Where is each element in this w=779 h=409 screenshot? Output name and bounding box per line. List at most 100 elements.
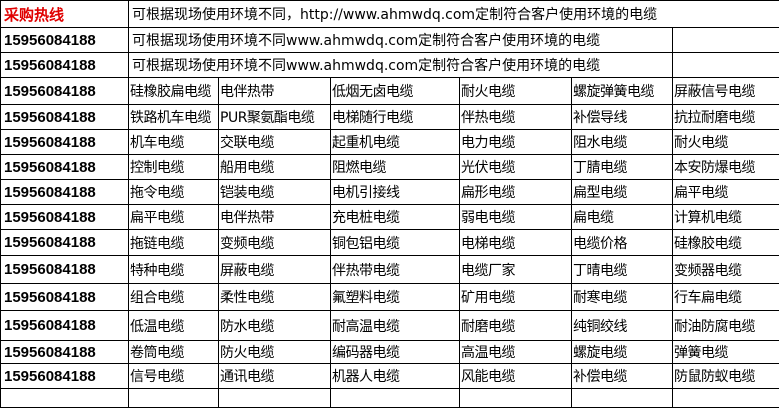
product-cell: 电梯随行电缆 (330, 104, 460, 130)
product-cell: 充电桩电缆 (330, 204, 460, 230)
product-cell: 计算机电缆 (671, 204, 779, 230)
product-cell: 伴热电缆 (459, 104, 572, 130)
product-cell: 弹簧电缆 (671, 340, 779, 364)
product-cell: 纯铜绞线 (571, 310, 673, 341)
empty-cell (0, 388, 129, 408)
table-row: 15956084188 扁平电缆 电伴热带 充电桩电缆 弱电电缆 扁电缆 计算机电缆 (0, 204, 779, 230)
intro-row: 15956084188 可根据现场使用环境不同www.ahmwdq.com定制符… (0, 52, 779, 78)
table-row: 15956084188 组合电缆 柔性电缆 氟塑料电缆 矿用电缆 耐寒电缆 行车扁电缆 (0, 283, 779, 311)
product-cell: 扁型电缆 (571, 179, 673, 205)
product-cell: 卷筒电缆 (128, 340, 219, 364)
product-cell: 丁腈电缆 (571, 154, 673, 180)
phone-number: 15956084188 (0, 52, 129, 78)
phone-number: 15956084188 (0, 310, 129, 341)
product-cell: 电机引接线 (330, 179, 460, 205)
product-cell: 扁形电缆 (459, 179, 572, 205)
phone-number: 15956084188 (0, 77, 129, 105)
product-cell: 高温电缆 (459, 340, 572, 364)
empty-cell (671, 52, 779, 78)
product-cell: 耐高温电缆 (330, 310, 460, 341)
product-cell: 螺旋弹簧电缆 (571, 77, 673, 105)
product-cell: PUR聚氨酯电缆 (218, 104, 331, 130)
product-cell: 抗拉耐磨电缆 (671, 104, 779, 130)
phone-number: 15956084188 (0, 255, 129, 284)
product-cell: 耐寒电缆 (571, 283, 673, 311)
empty-row (0, 388, 779, 408)
empty-cell (330, 388, 460, 408)
product-cell: 弱电电缆 (459, 204, 572, 230)
product-cell: 特种电缆 (128, 255, 219, 284)
phone-number: 15956084188 (0, 204, 129, 230)
table-row: 15956084188 拖令电缆 铠装电缆 电机引接线 扁形电缆 扁型电缆 扁平电缆 (0, 179, 779, 205)
product-cell: 氟塑料电缆 (330, 283, 460, 311)
product-cell: 补偿导线 (571, 104, 673, 130)
product-cell: 扁平电缆 (671, 179, 779, 205)
phone-number: 15956084188 (0, 283, 129, 311)
product-cell: 变频器电缆 (671, 255, 779, 284)
product-cell: 铠装电缆 (218, 179, 331, 205)
product-cell: 交联电缆 (218, 129, 331, 155)
product-cell: 电伴热带 (218, 77, 331, 105)
table-row: 15956084188 硅橡胶扁电缆 电伴热带 低烟无卤电缆 耐火电缆 螺旋弹簧电缆 屏蔽信… (0, 77, 779, 105)
product-cell: 编码器电缆 (330, 340, 460, 364)
product-cell: 电力电缆 (459, 129, 572, 155)
phone-number: 15956084188 (0, 154, 129, 180)
header-row: 采购热线 可根据现场使用环境不同，http://www.ahmwdq.com定制… (0, 0, 779, 28)
product-cell: 铜包铝电缆 (330, 229, 460, 256)
phone-number: 15956084188 (0, 363, 129, 389)
product-cell: 补偿电缆 (571, 363, 673, 389)
product-cell: 屏蔽电缆 (218, 255, 331, 284)
product-cell: 电伴热带 (218, 204, 331, 230)
phone-number: 15956084188 (0, 179, 129, 205)
table-row: 15956084188 控制电缆 船用电缆 阻燃电缆 光伏电缆 丁腈电缆 本安防爆电缆 (0, 154, 779, 180)
product-cell: 耐磨电缆 (459, 310, 572, 341)
product-cell: 耐油防腐电缆 (671, 310, 779, 341)
product-cell: 防水电缆 (218, 310, 331, 341)
product-cell: 拖令电缆 (128, 179, 219, 205)
product-cell: 行车扁电缆 (671, 283, 779, 311)
product-cell: 硅橡胶扁电缆 (128, 77, 219, 105)
phone-number: 15956084188 (0, 129, 129, 155)
empty-cell (671, 388, 779, 408)
table-row: 15956084188 机车电缆 交联电缆 起重机电缆 电力电缆 阻水电缆 耐火电缆 (0, 129, 779, 155)
product-cell: 铁路机车电缆 (128, 104, 219, 130)
product-cell: 防鼠防蚁电缆 (671, 363, 779, 389)
empty-cell (459, 388, 572, 408)
table-row: 15956084188 卷筒电缆 防火电缆 编码器电缆 高温电缆 螺旋电缆 弹簧电缆 (0, 340, 779, 364)
product-cell: 耐火电缆 (459, 77, 572, 105)
product-cell: 防火电缆 (218, 340, 331, 364)
product-cell: 机器人电缆 (330, 363, 460, 389)
product-cell: 阻燃电缆 (330, 154, 460, 180)
intro-row: 15956084188 可根据现场使用环境不同www.ahmwdq.com定制符… (0, 27, 779, 53)
product-cell: 矿用电缆 (459, 283, 572, 311)
product-cell: 起重机电缆 (330, 129, 460, 155)
product-cell: 通讯电缆 (218, 363, 331, 389)
product-cell: 电缆厂家 (459, 255, 572, 284)
product-cell: 扁电缆 (571, 204, 673, 230)
product-cell: 丁晴电缆 (571, 255, 673, 284)
table-row: 15956084188 拖链电缆 变频电缆 铜包铝电缆 电梯电缆 电缆价格 硅橡胶电缆 (0, 229, 779, 256)
table-row: 15956084188 铁路机车电缆 PUR聚氨酯电缆 电梯随行电缆 伴热电缆 补偿导线抗… (0, 104, 779, 130)
product-cell: 低温电缆 (128, 310, 219, 341)
product-cell: 拖链电缆 (128, 229, 219, 256)
table-row: 15956084188 低温电缆 防水电缆 耐高温电缆 耐磨电缆 纯铜绞线 耐油防腐电缆 (0, 310, 779, 341)
product-cell: 控制电缆 (128, 154, 219, 180)
product-cell: 阻水电缆 (571, 129, 673, 155)
product-cell: 扁平电缆 (128, 204, 219, 230)
product-cell: 伴热带电缆 (330, 255, 460, 284)
phone-number: 15956084188 (0, 340, 129, 364)
intro-text: 可根据现场使用环境不同www.ahmwdq.com定制符合客户使用环境的电缆 (128, 52, 673, 78)
product-cell: 柔性电缆 (218, 283, 331, 311)
product-cell: 本安防爆电缆 (671, 154, 779, 180)
phone-number: 15956084188 (0, 229, 129, 256)
empty-cell (218, 388, 331, 408)
phone-number: 15956084188 (0, 27, 129, 53)
phone-number: 15956084188 (0, 104, 129, 130)
header-text: 可根据现场使用环境不同，http://www.ahmwdq.com定制符合客户使… (127, 0, 779, 28)
product-cell: 螺旋电缆 (571, 340, 673, 364)
table-row: 15956084188 特种电缆 屏蔽电缆 伴热带电缆 电缆厂家 丁晴电缆 变频器电缆 (0, 255, 779, 284)
product-cell: 光伏电缆 (459, 154, 572, 180)
product-cell: 低烟无卤电缆 (330, 77, 460, 105)
product-cell: 信号电缆 (128, 363, 219, 389)
